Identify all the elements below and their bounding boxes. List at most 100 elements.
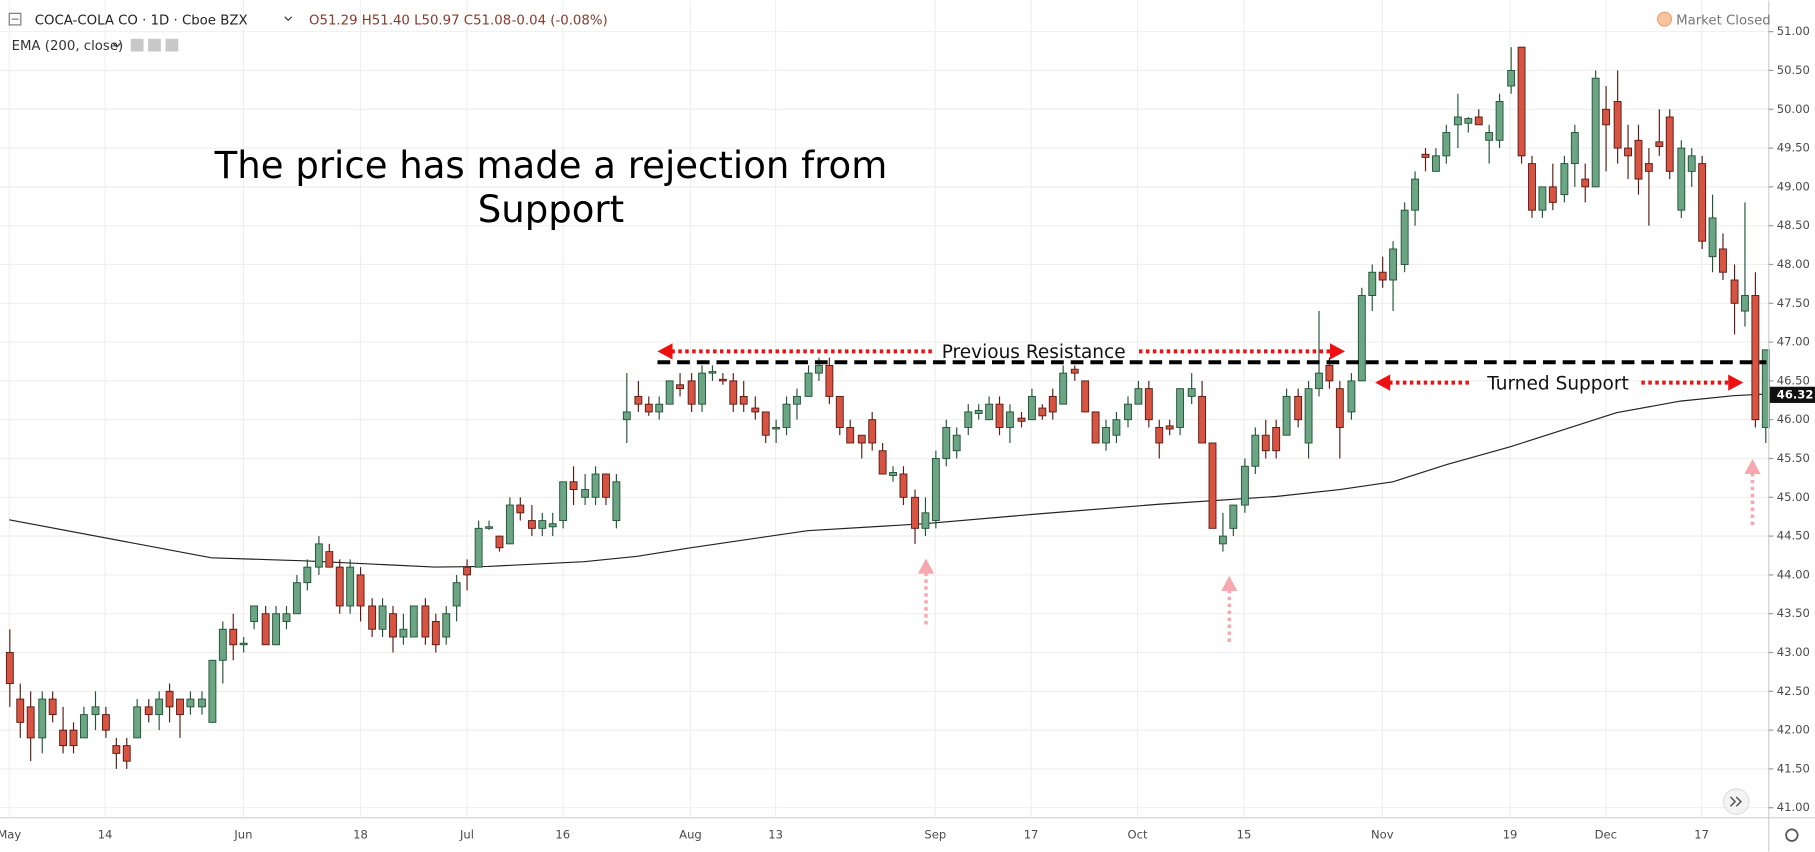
candle-body xyxy=(1368,271,1377,296)
arrow-head xyxy=(1728,374,1744,391)
x-tick-label: 17 xyxy=(1024,828,1039,842)
candle-body xyxy=(1081,380,1090,413)
y-tick-label: 42.50 xyxy=(1777,684,1810,698)
x-tick-label: May xyxy=(0,828,21,842)
x-tick-label: Jul xyxy=(459,828,474,842)
candle-body xyxy=(1548,186,1557,203)
candle-body xyxy=(335,566,344,607)
candle-body xyxy=(1304,388,1313,444)
symbol[interactable]: COCA-COLA CO · 1D · Cboe BZX xyxy=(35,13,248,28)
candle-body xyxy=(303,566,312,584)
candle-body xyxy=(1038,407,1047,417)
candle-body xyxy=(176,698,184,716)
candle-body xyxy=(218,628,227,661)
candle-body xyxy=(1176,388,1185,428)
indicator-dropdown[interactable] xyxy=(113,43,121,48)
y-tick-label: 48.50 xyxy=(1777,218,1810,232)
y-tick-label: 48.00 xyxy=(1777,257,1810,271)
candle-body xyxy=(144,706,153,716)
candle-body xyxy=(1464,118,1473,124)
candle-body xyxy=(729,380,738,405)
y-tick-label: 49.50 xyxy=(1777,141,1810,155)
indicator-settings[interactable] xyxy=(130,38,144,52)
x-tick-label: Sep xyxy=(924,828,946,842)
candle-body xyxy=(1198,395,1207,444)
candle-body xyxy=(698,372,706,405)
candle-body xyxy=(1059,372,1068,405)
y-tick-label: 47.50 xyxy=(1777,296,1810,310)
market-status: Market Closed xyxy=(1676,13,1771,28)
y-tick-label: 51.00 xyxy=(1777,24,1810,38)
candle-body xyxy=(538,520,547,529)
indicator-remove[interactable] xyxy=(165,38,179,52)
y-tick-label: 50.50 xyxy=(1777,63,1810,77)
rejection-arrow-head xyxy=(1744,458,1761,475)
candle-body xyxy=(622,411,631,421)
candle-body xyxy=(1229,504,1238,529)
candle-body xyxy=(112,745,121,754)
candle-body xyxy=(409,605,418,638)
candle-body xyxy=(793,395,801,405)
candle-body xyxy=(718,378,727,382)
ohlc-readout: O51.29 H51.40 L50.97 C51.08 xyxy=(309,13,511,28)
candle-body xyxy=(495,535,504,549)
symbol-dropdown[interactable] xyxy=(284,16,293,22)
candle-body xyxy=(1560,163,1569,196)
candle-body xyxy=(559,481,568,522)
candle-body xyxy=(325,551,334,568)
collapse-icon[interactable] xyxy=(8,12,22,26)
candle-body xyxy=(1124,403,1132,421)
candle-body xyxy=(942,426,951,459)
candle-body xyxy=(1144,388,1153,421)
ema-line xyxy=(9,393,1766,568)
candle-body xyxy=(676,384,684,390)
candle-body xyxy=(208,659,217,723)
candle-body xyxy=(964,411,973,428)
candle-body xyxy=(708,371,717,374)
candle-body xyxy=(1240,465,1249,506)
candle-body xyxy=(1112,419,1121,436)
candle-body xyxy=(1538,186,1547,211)
candle-body xyxy=(868,419,877,444)
candle-body xyxy=(1442,132,1451,157)
rejection-arrow-head xyxy=(917,558,935,574)
scroll-button[interactable] xyxy=(1722,788,1750,815)
candle-body xyxy=(804,372,813,397)
candle-body xyxy=(1581,178,1590,188)
candle-body xyxy=(91,706,100,716)
candle-body xyxy=(985,403,994,421)
candle-body xyxy=(835,395,844,428)
candle-body xyxy=(1665,116,1674,172)
candle-body xyxy=(1624,147,1632,157)
candle-body xyxy=(974,409,983,414)
candle-body xyxy=(1613,101,1622,149)
candle-body xyxy=(889,472,897,477)
candle-body xyxy=(931,458,940,522)
candle-body xyxy=(1687,155,1696,172)
candle-body xyxy=(602,473,610,498)
candle-body xyxy=(122,745,131,762)
candle-body xyxy=(1411,178,1420,211)
candle-body xyxy=(911,496,919,529)
settings-gear[interactable] xyxy=(1785,828,1799,842)
candle-body xyxy=(815,364,823,374)
candle-body xyxy=(38,698,47,739)
candle-body xyxy=(772,426,781,430)
candle-body xyxy=(261,613,270,646)
candle-body xyxy=(133,706,142,739)
indicator-label[interactable]: EMA (200, close) xyxy=(12,39,124,54)
candle-body xyxy=(1602,108,1611,126)
candle-body xyxy=(356,574,365,607)
candle-body xyxy=(739,395,748,405)
candle-body xyxy=(1357,295,1366,382)
x-tick-label: 19 xyxy=(1503,828,1518,842)
y-tick-label: 50.00 xyxy=(1777,102,1810,116)
indicator-source[interactable] xyxy=(148,38,161,52)
candle-body xyxy=(899,473,908,498)
x-tick-label: Aug xyxy=(679,828,702,842)
scroll-icon xyxy=(1729,796,1742,807)
y-tick-label: 43.00 xyxy=(1777,645,1810,659)
candle-body xyxy=(1027,395,1036,421)
arrow-head xyxy=(657,343,673,360)
candle-body xyxy=(229,628,238,646)
